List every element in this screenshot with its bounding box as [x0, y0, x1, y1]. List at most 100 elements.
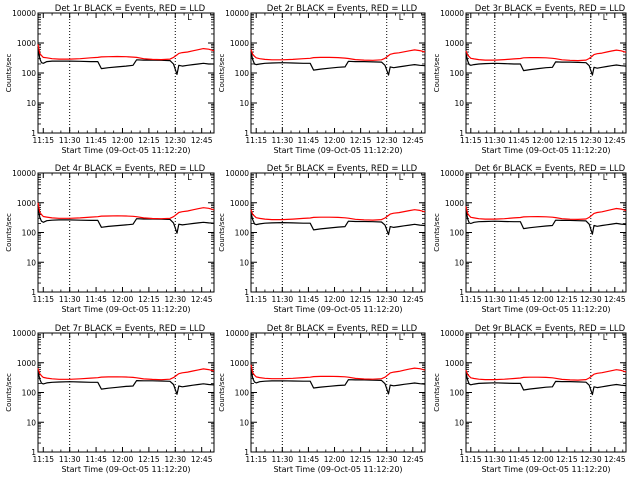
- x-tick-label: 12:15: [556, 455, 578, 464]
- y-tick-label: 100: [450, 69, 465, 78]
- y-tick-label: 10: [239, 99, 249, 108]
- x-tick-label: 11:30: [272, 455, 294, 464]
- x-tick-label: 12:00: [532, 136, 554, 145]
- marker-label: L: [603, 13, 608, 22]
- y-tick-label: 10: [239, 258, 249, 267]
- x-tick-label: 12:00: [324, 455, 346, 464]
- x-axis-label: Start Time (09-Oct-05 11:12:20): [61, 146, 190, 155]
- panel-title: Det 4r BLACK = Events, RED = LLD: [55, 164, 206, 174]
- x-tick-label: 11:15: [460, 136, 482, 145]
- x-tick-label: 11:30: [272, 136, 294, 145]
- series-line-lld: [250, 364, 426, 380]
- x-tick-label: 12:45: [191, 455, 213, 464]
- panel-6: Det 6r BLACK = Events, RED = LLD Counts/s…: [433, 164, 627, 314]
- y-axis-label: Counts/sec: [218, 373, 226, 412]
- panel-3: Det 3r BLACK = Events, RED = LLD Counts/s…: [433, 4, 627, 155]
- marker-label: L: [187, 13, 192, 22]
- y-tick-label: 100: [235, 229, 250, 238]
- y-tick-label: 100: [22, 69, 37, 78]
- x-tick-label: 12:30: [376, 295, 398, 304]
- x-tick-label: 12:00: [532, 295, 554, 304]
- y-tick-label: 1: [244, 448, 249, 457]
- x-tick-label: 12:15: [556, 136, 578, 145]
- y-tick-label: 10000: [225, 329, 249, 338]
- series-line-events: [37, 371, 215, 395]
- panel-title: Det 7r BLACK = Events, RED = LLD: [55, 324, 206, 334]
- x-tick-label: 11:15: [245, 455, 267, 464]
- y-tick-label: 10: [454, 258, 464, 267]
- y-axis-label: Counts/sec: [5, 213, 13, 252]
- x-tick-label: 12:45: [191, 136, 213, 145]
- x-tick-label: 12:15: [138, 295, 160, 304]
- series-line-events: [465, 53, 627, 76]
- y-tick-label: 10000: [225, 9, 249, 18]
- y-axis-label: Counts/sec: [5, 54, 13, 93]
- panel-title: Det 2r BLACK = Events, RED = LLD: [267, 4, 418, 14]
- series-line-lld: [37, 202, 215, 220]
- y-tick-label: 100: [235, 69, 250, 78]
- y-tick-label: 100: [450, 389, 465, 398]
- x-tick-label: 12:30: [164, 455, 186, 464]
- panel-title: Det 9r BLACK = Events, RED = LLD: [475, 324, 626, 334]
- y-axis-label: Counts/sec: [433, 373, 441, 412]
- y-axis-label: Counts/sec: [433, 213, 441, 252]
- y-tick-label: 1000: [17, 359, 36, 368]
- x-tick-label: 12:30: [376, 455, 398, 464]
- y-tick-label: 10000: [440, 9, 464, 18]
- y-tick-label: 1000: [230, 199, 249, 208]
- x-tick-label: 11:45: [85, 295, 107, 304]
- x-axis-label: Start Time (09-Oct-05 11:12:20): [481, 146, 610, 155]
- panel-5: Det 5r BLACK = Events, RED = LLD Counts/s…: [218, 164, 426, 314]
- y-tick-label: 1000: [17, 39, 36, 48]
- x-tick-label: 11:30: [59, 455, 81, 464]
- y-tick-label: 10000: [440, 169, 464, 178]
- x-tick-label: 11:45: [85, 455, 107, 464]
- x-tick-label: 12:15: [138, 455, 160, 464]
- y-tick-label: 100: [235, 389, 250, 398]
- y-tick-label: 1: [459, 288, 464, 297]
- y-tick-label: 1000: [230, 359, 249, 368]
- x-tick-label: 11:30: [484, 455, 506, 464]
- series-line-events: [250, 212, 426, 236]
- x-tick-label: 11:15: [245, 136, 267, 145]
- y-tick-label: 1000: [445, 359, 464, 368]
- series-line-events: [250, 368, 426, 395]
- y-tick-label: 10000: [225, 169, 249, 178]
- x-tick-label: 12:45: [604, 295, 626, 304]
- marker-label: L: [603, 333, 608, 342]
- x-tick-label: 11:15: [32, 295, 54, 304]
- x-tick-label: 11:30: [59, 136, 81, 145]
- x-tick-label: 12:15: [556, 295, 578, 304]
- y-axis-label: Counts/sec: [218, 54, 226, 93]
- x-tick-label: 11:45: [508, 455, 530, 464]
- y-tick-label: 1000: [445, 199, 464, 208]
- marker-label: L: [187, 173, 192, 182]
- x-tick-label: 11:15: [32, 455, 54, 464]
- x-tick-label: 12:45: [604, 455, 626, 464]
- x-tick-label: 11:30: [484, 295, 506, 304]
- x-tick-label: 12:15: [138, 136, 160, 145]
- y-tick-label: 1: [31, 448, 36, 457]
- panel-9: Det 9r BLACK = Events, RED = LLD Counts/s…: [433, 324, 627, 474]
- marker-label: L: [399, 173, 404, 182]
- x-tick-label: 12:45: [191, 295, 213, 304]
- y-tick-label: 1: [244, 129, 249, 138]
- series-line-lld: [465, 206, 627, 220]
- y-tick-label: 1: [31, 129, 36, 138]
- x-axis-label: Start Time (09-Oct-05 11:12:20): [273, 146, 402, 155]
- y-axis-label: Counts/sec: [433, 54, 441, 93]
- panel-title: Det 1r BLACK = Events, RED = LLD: [55, 4, 206, 14]
- x-tick-label: 12:15: [350, 136, 372, 145]
- marker-label: L: [399, 333, 404, 342]
- x-tick-label: 11:45: [85, 136, 107, 145]
- x-tick-label: 12:30: [580, 136, 602, 145]
- x-tick-label: 11:45: [298, 295, 320, 304]
- x-tick-label: 11:45: [508, 295, 530, 304]
- x-tick-label: 12:30: [164, 295, 186, 304]
- series-line-lld: [37, 368, 215, 381]
- x-tick-label: 12:00: [112, 295, 134, 304]
- panel-title: Det 6r BLACK = Events, RED = LLD: [475, 164, 626, 174]
- y-tick-label: 10: [26, 418, 36, 427]
